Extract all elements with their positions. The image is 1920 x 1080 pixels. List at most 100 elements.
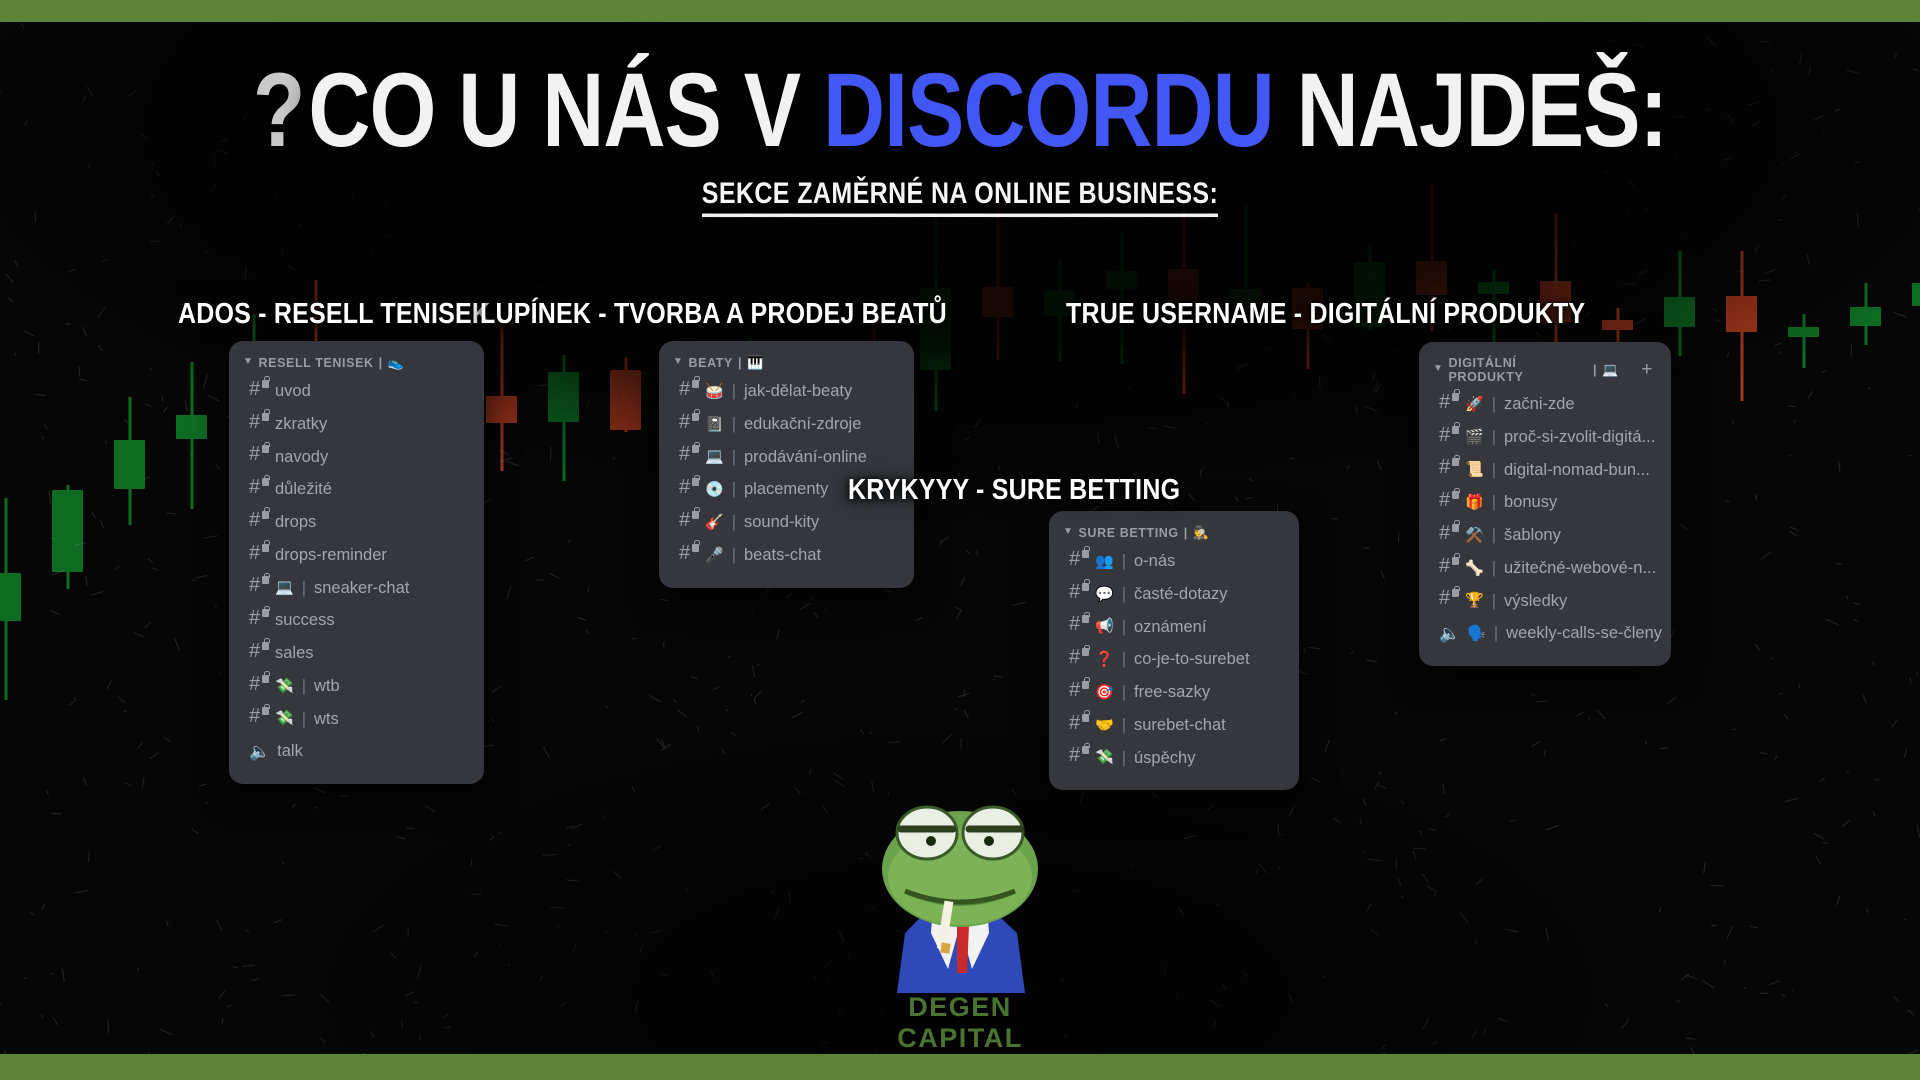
channel-item[interactable]: # drops-reminder bbox=[241, 539, 470, 572]
channel-item[interactable]: # 🎤 | beats-chat bbox=[671, 539, 900, 572]
category-divider: | bbox=[1593, 363, 1598, 377]
channel-item[interactable]: # 📢 | oznámení bbox=[1061, 611, 1285, 644]
section-heading-1: ADOS - RESELL TENISEK bbox=[178, 297, 491, 331]
hash-lock-icon: # bbox=[1069, 710, 1090, 735]
hash-lock-icon: # bbox=[249, 703, 270, 728]
channel-item[interactable]: # ❓ | co-je-to-surebet bbox=[1061, 643, 1285, 676]
channel-item[interactable]: # 📜 | digital-nomad-bun... bbox=[1431, 454, 1657, 487]
channel-divider: | bbox=[1491, 591, 1496, 610]
channel-category-header[interactable]: ▼ DIGITÁLNÍ PRODUKTY | 💻 + bbox=[1431, 354, 1657, 388]
hash-lock-icon: # bbox=[1439, 553, 1460, 578]
category-name: DIGITÁLNÍ PRODUKTY bbox=[1448, 356, 1524, 384]
channel-divider: | bbox=[1491, 526, 1496, 544]
channel-emoji-icon: 💸 bbox=[275, 710, 294, 728]
channel-item[interactable]: # 💸 | wts bbox=[241, 703, 470, 736]
channel-name: digital-nomad-bun... bbox=[1503, 460, 1650, 479]
channel-divider: | bbox=[1121, 748, 1126, 767]
pepe-frog-logo bbox=[882, 805, 1038, 993]
channel-item[interactable]: 🔈 🗣️ | weekly-calls-se-členy bbox=[1431, 617, 1662, 650]
category-emoji-icon: 🕵️‍♂️ bbox=[1192, 525, 1210, 540]
add-channel-button[interactable]: + bbox=[1641, 359, 1653, 381]
channel-item[interactable]: 🔈 talk bbox=[241, 735, 470, 768]
section-heading-3: KRYKYYY - SURE BETTING bbox=[848, 473, 1181, 507]
channel-name: bonusy bbox=[1503, 493, 1558, 512]
page-subtitle: SEKCE ZAMĚRNÉ NA ONLINE BUSINESS: bbox=[701, 177, 1219, 218]
channel-name: úspěchy bbox=[1133, 748, 1196, 767]
chevron-down-icon[interactable]: ▼ bbox=[1433, 363, 1444, 374]
channel-item[interactable]: # 🦴 | užitečné-webové-n... bbox=[1431, 552, 1657, 585]
channel-item[interactable]: # důležité bbox=[241, 473, 470, 506]
channel-item[interactable]: # 👥 | o-nás bbox=[1061, 545, 1285, 578]
discord-channel-panel-4: ▼ DIGITÁLNÍ PRODUKTY | 💻 + # 🚀 | začni-zde # 🎬 | pro… bbox=[1419, 342, 1671, 666]
candlestick bbox=[114, 22, 145, 1054]
channel-divider: | bbox=[1493, 624, 1499, 643]
channel-divider: | bbox=[1491, 395, 1496, 413]
channel-item[interactable]: # 🤝 | surebet-chat bbox=[1061, 709, 1285, 742]
category-emoji-icon: 💻 bbox=[1602, 362, 1619, 377]
channel-item[interactable]: # uvod bbox=[241, 375, 470, 408]
chevron-down-icon[interactable]: ▼ bbox=[1063, 526, 1074, 537]
candlestick bbox=[1726, 22, 1757, 1054]
channel-item[interactable]: # 💸 | úspěchy bbox=[1061, 742, 1285, 775]
hash-lock-icon: # bbox=[249, 441, 270, 466]
channel-item[interactable]: # 🎸 | sound-kity bbox=[671, 506, 900, 539]
channel-name: drops bbox=[275, 513, 317, 531]
channel-item[interactable]: # 📓 | edukační-zdroje bbox=[671, 408, 900, 441]
channel-item[interactable]: # 💻 | prodávání-online bbox=[671, 441, 900, 474]
hash-lock-icon: # bbox=[1069, 677, 1090, 702]
channel-item[interactable]: # 💻 | sneaker-chat bbox=[241, 572, 470, 605]
channel-item[interactable]: # 🥁 | jak-dělat-beaty bbox=[671, 375, 900, 408]
channel-emoji-icon: 🎸 bbox=[705, 513, 724, 531]
hash-lock-icon: # bbox=[1439, 389, 1460, 414]
channel-name: důležité bbox=[275, 480, 332, 499]
channel-category-header[interactable]: ▼ BEATY | 🎹 bbox=[671, 353, 900, 375]
hash-lock-icon: # bbox=[1439, 585, 1460, 610]
channel-item[interactable]: # ⚒️ | šablony bbox=[1431, 519, 1657, 552]
channel-item[interactable]: # navody bbox=[241, 441, 470, 474]
hash-lock-icon: # bbox=[679, 409, 700, 434]
channel-item[interactable]: # 💬 | časté-dotazy bbox=[1061, 578, 1285, 611]
hash-lock-icon: # bbox=[249, 638, 270, 663]
channel-name: co-je-to-surebet bbox=[1133, 650, 1250, 669]
title-part-1: CO U NÁS V bbox=[308, 51, 824, 170]
channel-name: success bbox=[275, 611, 335, 630]
candlestick bbox=[176, 22, 207, 1054]
channel-emoji-icon: 💿 bbox=[705, 481, 724, 499]
channel-emoji-icon: 👥 bbox=[1095, 552, 1114, 570]
channel-item[interactable]: # 🏆 | výsledky bbox=[1431, 585, 1657, 618]
channel-name: proč-si-zvolit-digitá... bbox=[1503, 427, 1656, 446]
channel-divider: | bbox=[1121, 715, 1126, 734]
hash-lock-icon: # bbox=[1069, 611, 1090, 636]
channel-item[interactable]: # 💸 | wtb bbox=[241, 670, 470, 703]
channel-name: oznámení bbox=[1133, 617, 1207, 636]
channel-item[interactable]: # 🎁 | bonusy bbox=[1431, 486, 1657, 519]
channel-category-header[interactable]: ▼ RESELL TENISEK | 👟 bbox=[241, 353, 470, 375]
channel-item[interactable]: # drops bbox=[241, 506, 470, 539]
channel-divider: | bbox=[731, 513, 736, 531]
channel-name: výsledky bbox=[1503, 591, 1568, 610]
channel-emoji-icon: 📜 bbox=[1465, 461, 1484, 479]
page-title: ?CO U NÁS V DISCORDU NAJDEŠ: bbox=[0, 58, 1920, 163]
title-accent-discordu: DISCORDU bbox=[823, 51, 1275, 170]
channel-emoji-icon: 📢 bbox=[1095, 618, 1114, 636]
chevron-down-icon[interactable]: ▼ bbox=[673, 356, 684, 367]
channel-divider: | bbox=[731, 382, 736, 400]
candlestick bbox=[548, 22, 579, 1054]
channel-item[interactable]: # success bbox=[241, 604, 470, 637]
candlestick bbox=[1354, 22, 1385, 1054]
channel-item[interactable]: # sales bbox=[241, 637, 470, 670]
channel-divider: | bbox=[1121, 617, 1126, 636]
channel-divider: | bbox=[301, 676, 306, 695]
channel-emoji-icon: 💸 bbox=[275, 677, 294, 695]
chevron-down-icon[interactable]: ▼ bbox=[243, 356, 254, 367]
channel-emoji-icon: 🤝 bbox=[1095, 716, 1114, 734]
channel-name: sound-kity bbox=[743, 513, 820, 531]
channel-item[interactable]: # 🎬 | proč-si-zvolit-digitá... bbox=[1431, 421, 1657, 454]
channel-emoji-icon: 💻 bbox=[705, 448, 724, 466]
channel-item[interactable]: # 🚀 | začni-zde bbox=[1431, 388, 1657, 421]
channel-item[interactable]: # 🎯 | free-sazky bbox=[1061, 676, 1285, 709]
channel-name: navody bbox=[275, 447, 329, 466]
channel-category-header[interactable]: ▼ SURE BETTING | 🕵️‍♂️ bbox=[1061, 523, 1285, 545]
channel-item[interactable]: # zkratky bbox=[241, 408, 470, 441]
channel-name: placementy bbox=[743, 480, 829, 499]
